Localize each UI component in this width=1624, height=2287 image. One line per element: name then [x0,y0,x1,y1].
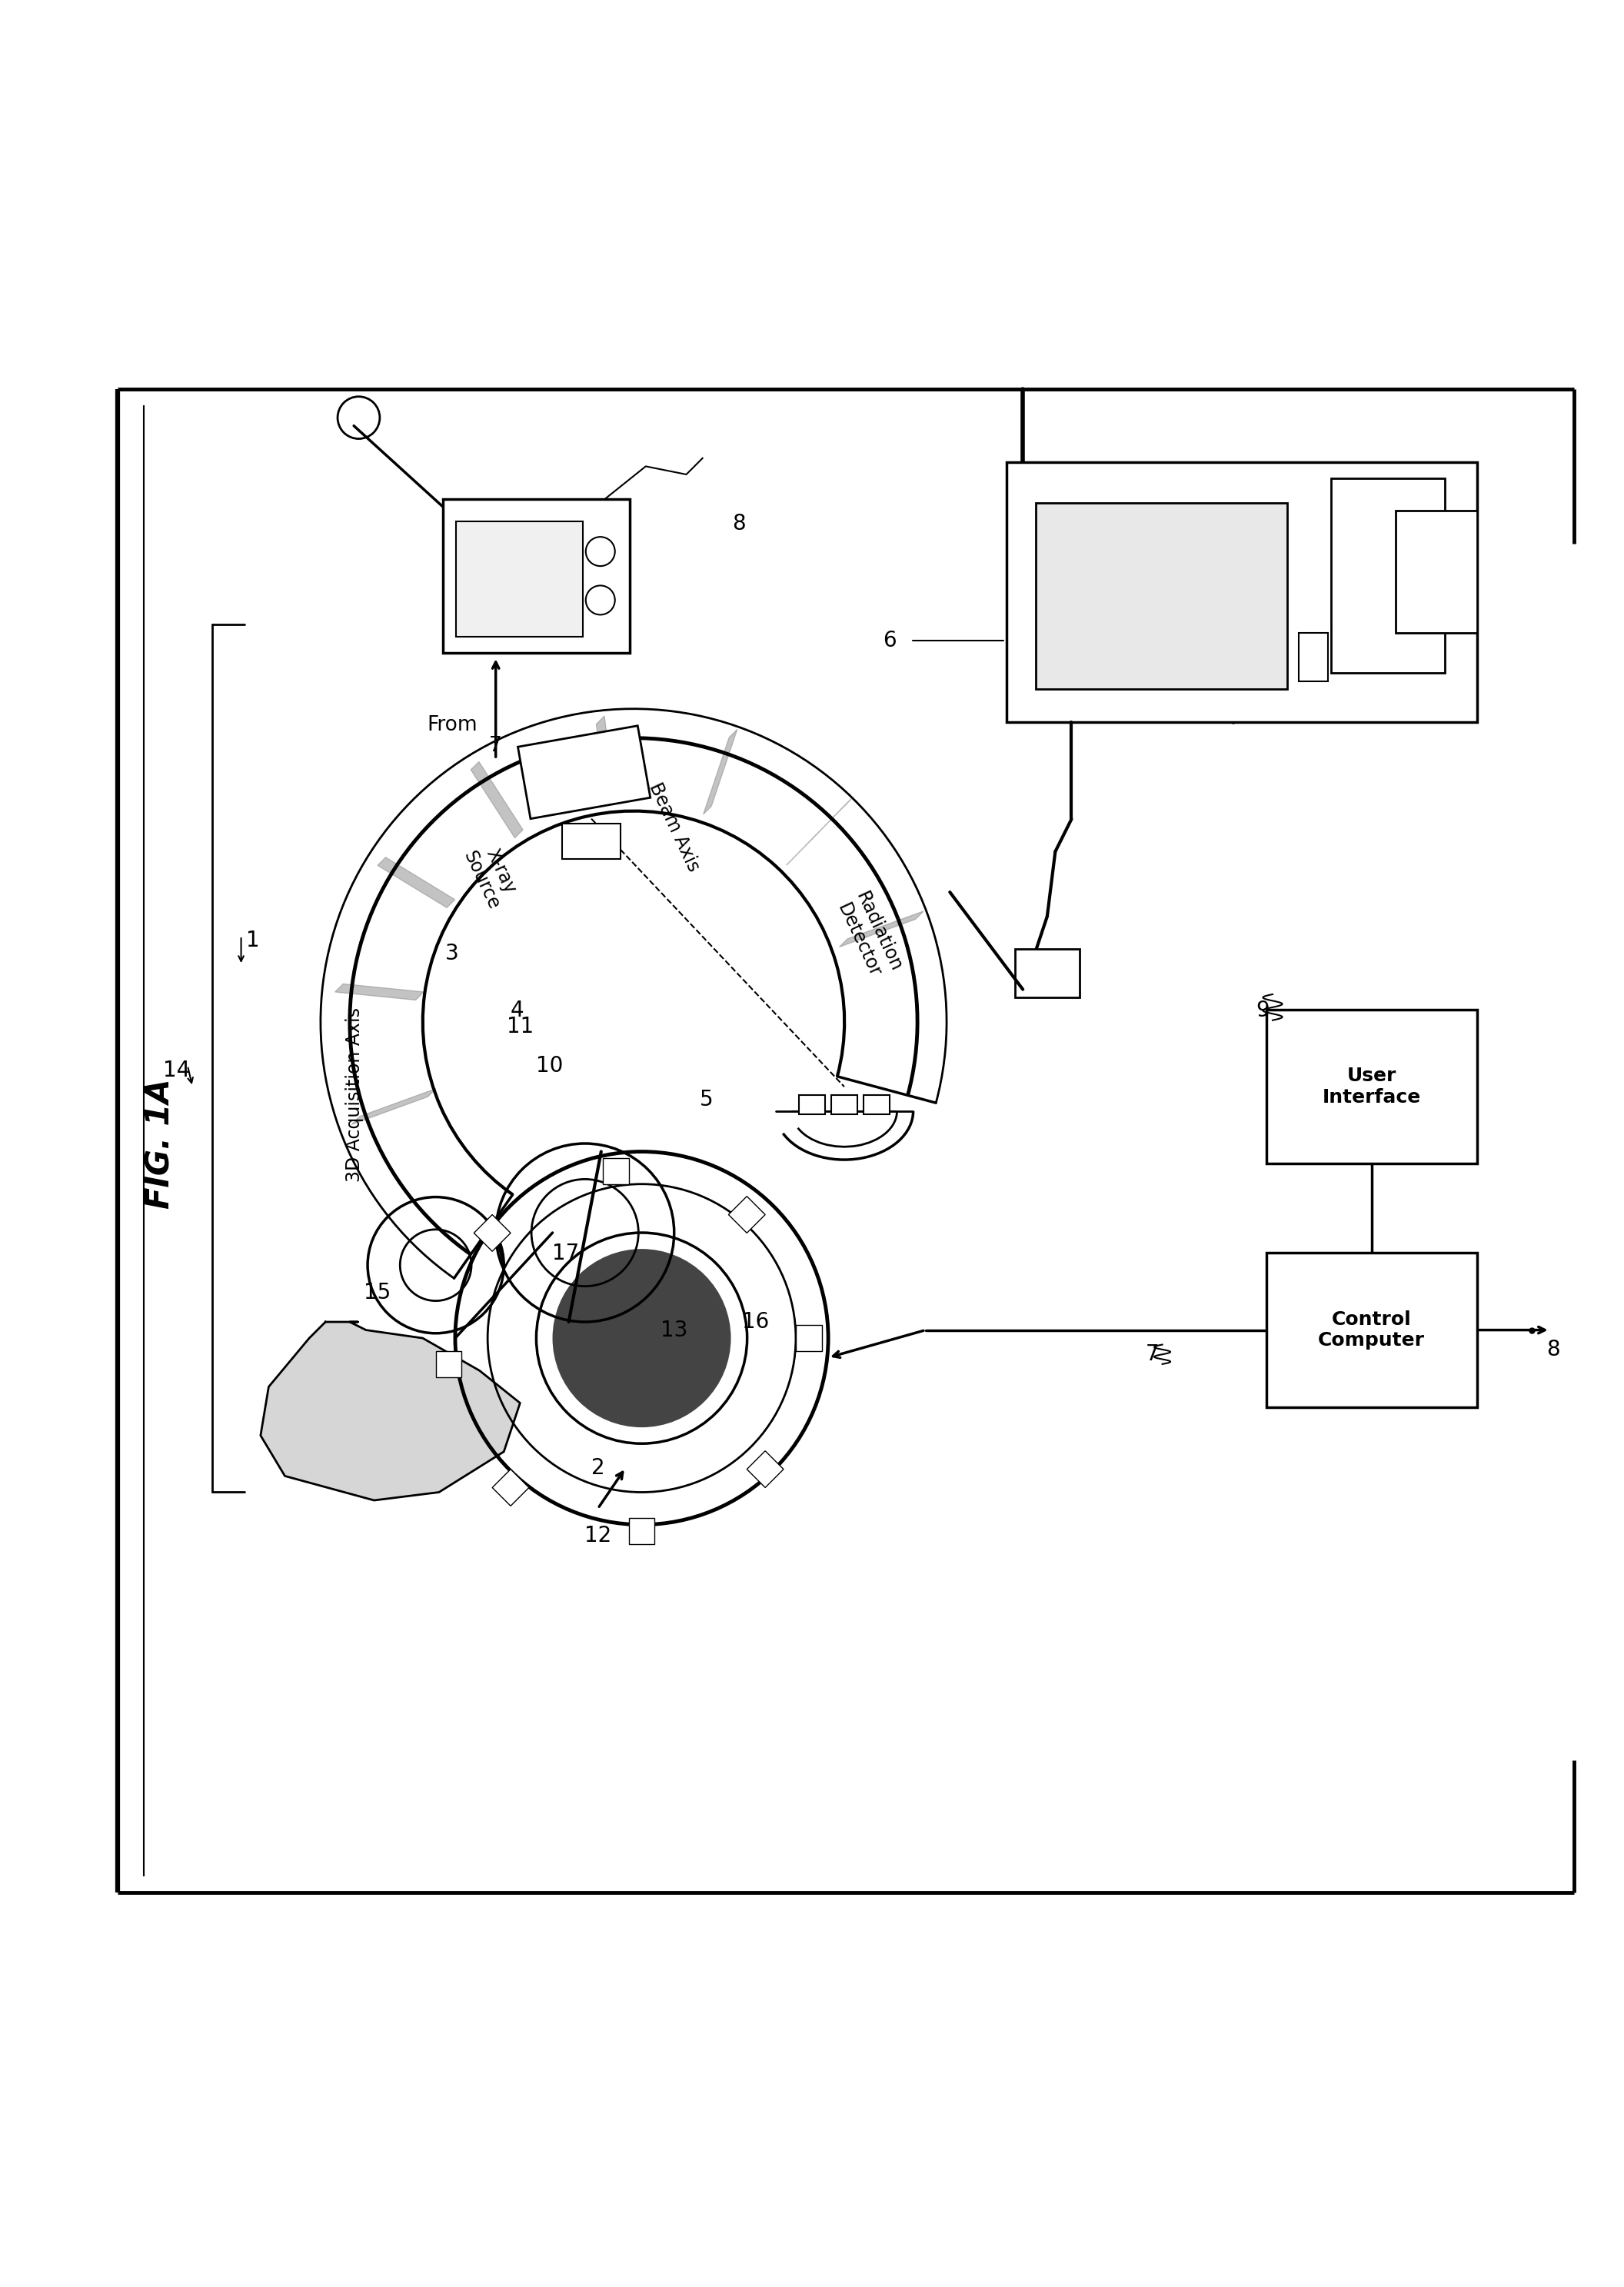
Text: FIG. 1A: FIG. 1A [145,1077,175,1210]
Text: 6: 6 [883,629,896,652]
Bar [799,1095,825,1114]
Text: 3D Acquisition Axis: 3D Acquisition Axis [346,1009,364,1182]
Text: Beam Axis: Beam Axis [645,780,703,874]
Bar [518,725,650,819]
Polygon shape [786,798,851,864]
Bar [435,1352,461,1377]
Polygon shape [840,910,924,947]
Text: 17: 17 [552,1244,580,1265]
Bar [796,1324,822,1352]
Bar [1036,503,1288,688]
Text: 10: 10 [536,1054,564,1077]
Circle shape [552,1249,731,1427]
Text: 1: 1 [245,931,260,951]
Polygon shape [471,762,523,837]
Text: 7: 7 [489,736,502,757]
Polygon shape [596,716,614,805]
Text: From: From [427,716,477,734]
Bar [864,1095,890,1114]
Bar [1299,633,1328,682]
Bar [628,1519,654,1544]
Bar [562,823,620,860]
Text: 2: 2 [591,1457,604,1480]
Text: 12: 12 [585,1525,612,1546]
Text: User
Interface: User Interface [1322,1066,1421,1107]
Bar [729,1196,765,1233]
Text: 7: 7 [1147,1342,1160,1365]
Bar [1267,1253,1476,1407]
Text: X-ray
Source: X-ray Source [460,839,521,913]
Polygon shape [260,1322,520,1500]
Text: 15: 15 [364,1283,391,1304]
Text: 8: 8 [732,512,745,535]
Text: 16: 16 [742,1310,768,1333]
Text: 14: 14 [162,1059,190,1082]
Bar [456,521,583,636]
Text: Control
Computer: Control Computer [1319,1310,1424,1349]
Bar [492,1468,529,1505]
Text: 8: 8 [1546,1338,1561,1361]
Polygon shape [703,730,737,814]
Bar [1015,949,1080,997]
Polygon shape [377,858,455,908]
Bar [1267,1009,1476,1164]
Polygon shape [335,983,424,999]
Text: 13: 13 [661,1320,687,1340]
Text: 4: 4 [510,999,523,1022]
Text: Radiation
Detector: Radiation Detector [833,890,905,983]
Text: 3: 3 [445,942,458,965]
Polygon shape [352,1089,435,1125]
Bar [603,1157,628,1185]
Bar [443,499,630,652]
Bar [747,1450,783,1487]
Bar [474,1214,510,1251]
Text: 9: 9 [1255,999,1270,1022]
Bar [1332,478,1444,672]
Text: 11: 11 [507,1015,534,1038]
Text: 5: 5 [700,1089,713,1111]
Bar [831,1095,857,1114]
Bar [1397,510,1476,633]
Bar [1007,462,1476,723]
